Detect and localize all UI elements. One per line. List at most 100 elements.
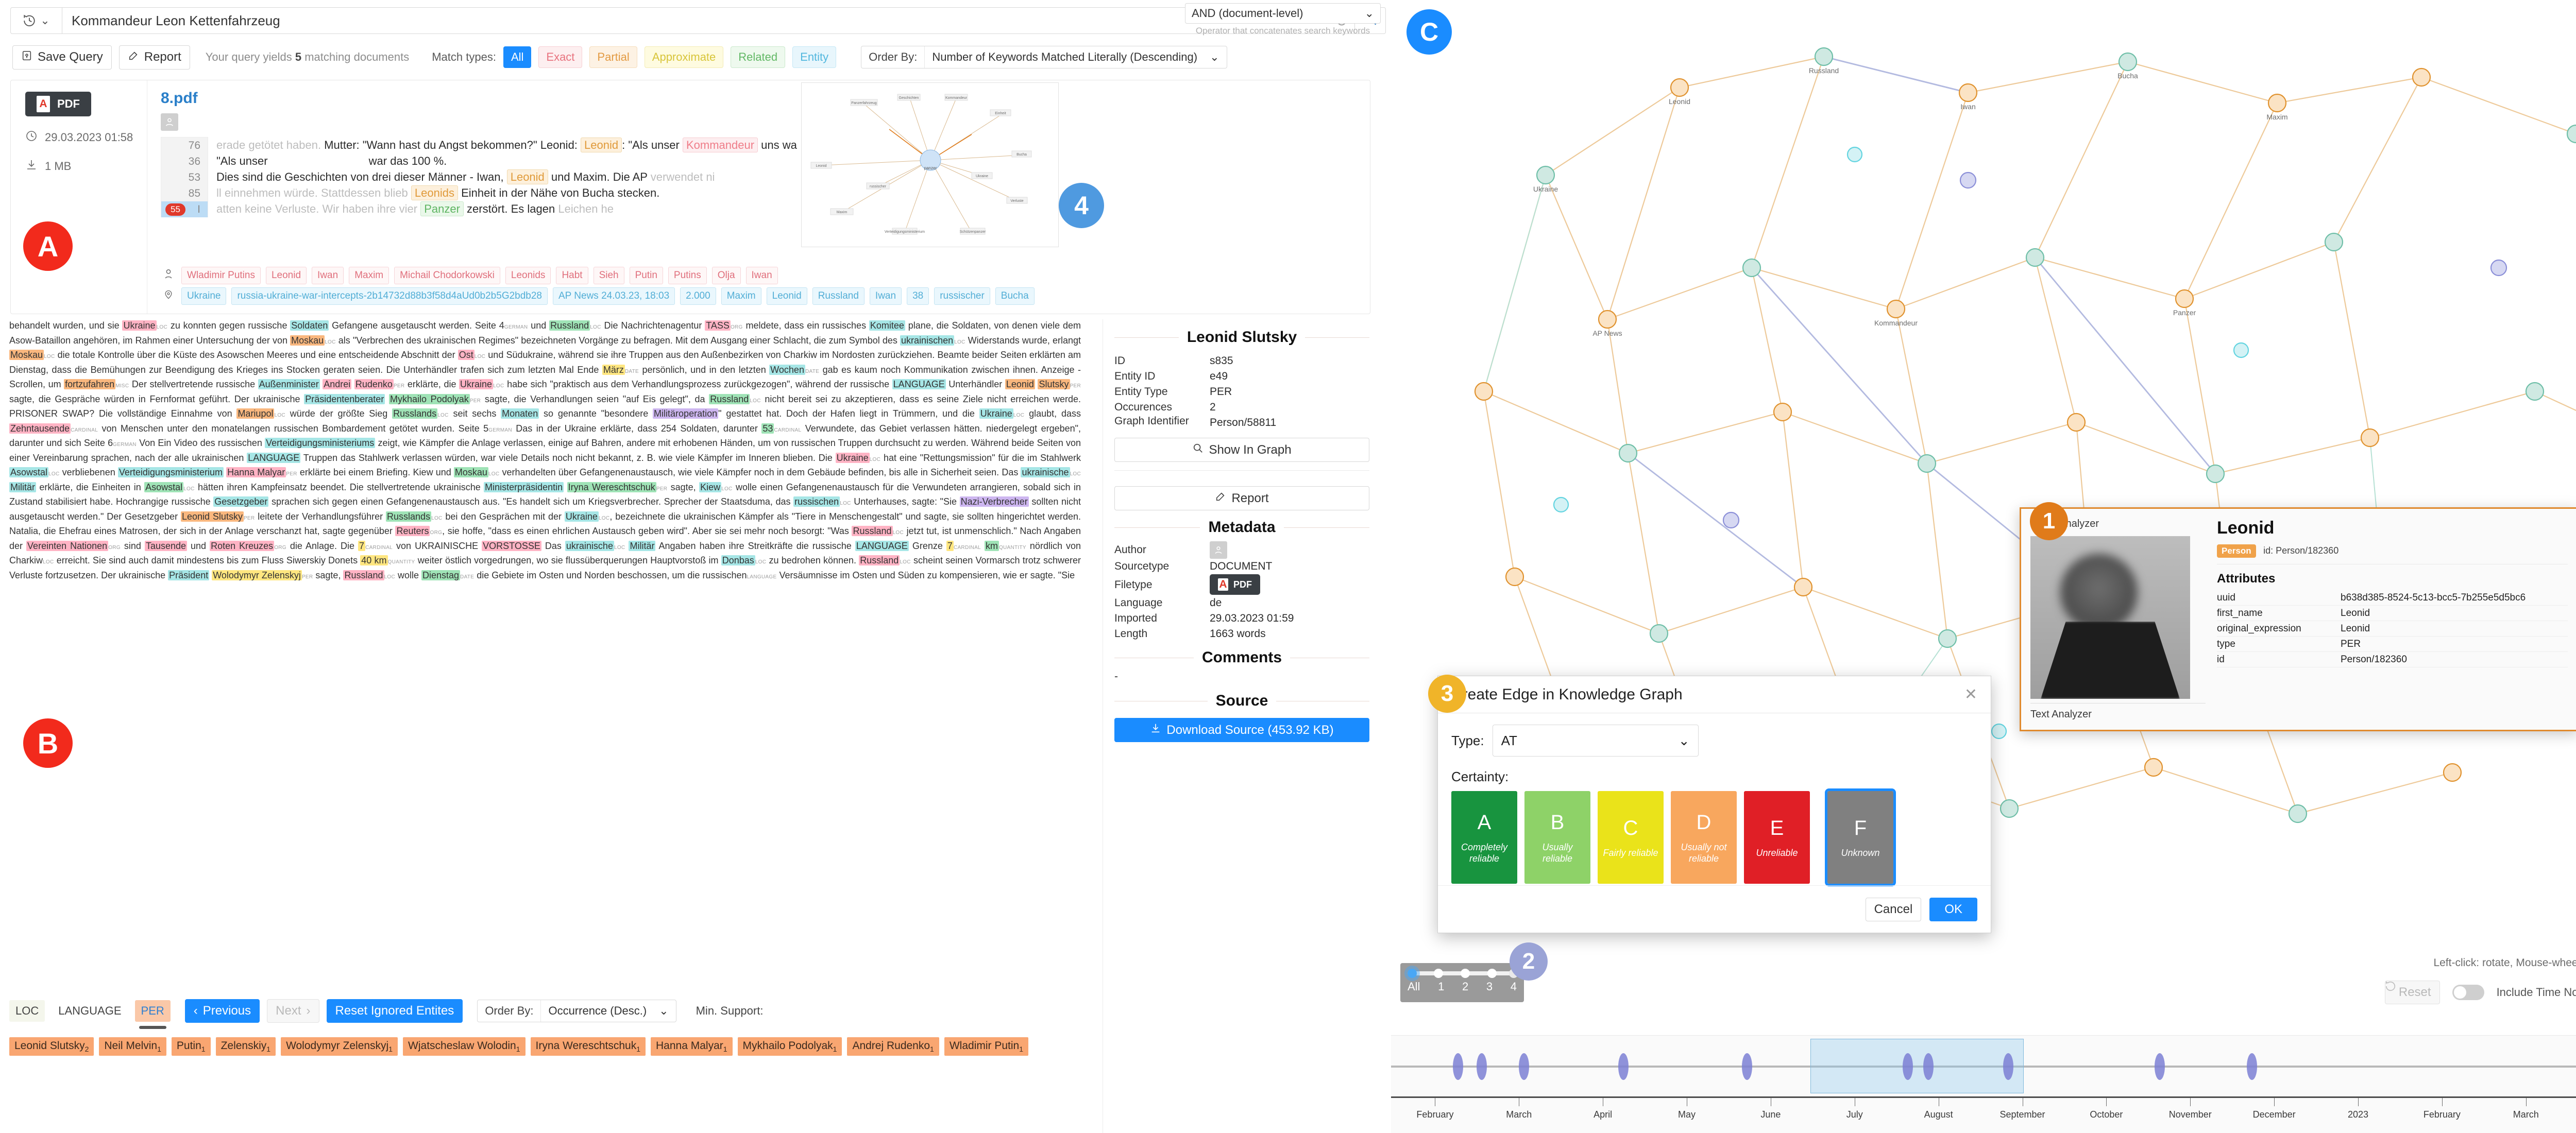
search-result-card[interactable]: PDF 29.03.2023 01:58 1 MB 8.pdf <box>10 80 1370 314</box>
location-tag[interactable]: 2.000 <box>680 287 716 305</box>
certainty-option-d[interactable]: D Usually not reliable <box>1671 791 1737 884</box>
timeline-event[interactable] <box>1923 1053 1934 1080</box>
include-time-nodes-toggle[interactable] <box>2452 985 2484 1000</box>
person-tag[interactable]: Iwan <box>745 267 778 284</box>
timeline-event[interactable] <box>1476 1053 1487 1080</box>
person-tag[interactable]: Putin <box>629 267 663 284</box>
location-tag[interactable]: Bucha <box>995 287 1035 305</box>
doc-level-select[interactable]: AND (document-level) ⌄ <box>1185 3 1381 24</box>
person-tag[interactable]: Leonids <box>505 267 551 284</box>
person-tag[interactable]: Habt <box>556 267 588 284</box>
line-number[interactable]: 76 <box>188 139 200 151</box>
match-type-exact[interactable]: Exact <box>538 46 583 68</box>
reset-ignored-button[interactable]: Reset Ignored Entites <box>326 999 463 1023</box>
match-type-partial[interactable]: Partial <box>589 46 637 68</box>
depth-handle-all[interactable] <box>1408 969 1417 978</box>
timeline-event[interactable] <box>2246 1053 2257 1080</box>
timeline-event[interactable] <box>1903 1053 1913 1080</box>
certainty-option-a[interactable]: A Completely reliable <box>1451 791 1517 884</box>
cancel-button[interactable]: Cancel <box>1865 897 1922 921</box>
show-in-graph-button[interactable]: Show In Graph <box>1114 438 1369 462</box>
line-number[interactable]: 36 <box>188 155 200 167</box>
timeline-event[interactable] <box>2154 1053 2165 1080</box>
certainty-option-f[interactable]: F Unknown <box>1825 788 1896 886</box>
certainty-option-e[interactable]: E Unreliable <box>1744 791 1810 884</box>
type-pill-per[interactable]: PER <box>134 1000 171 1029</box>
person-tag[interactable]: Iwan <box>312 267 344 284</box>
line-number[interactable]: 53 <box>188 171 200 183</box>
location-tag[interactable]: Iwan <box>869 287 902 305</box>
entity-pill[interactable]: Wjatscheslaw Wolodin1 <box>403 1037 526 1056</box>
location-tag[interactable]: 38 <box>907 287 929 305</box>
location-tag[interactable]: Russland <box>812 287 865 305</box>
timeline-event[interactable] <box>1453 1053 1464 1080</box>
ok-button[interactable]: OK <box>1929 897 1977 921</box>
person-tag[interactable]: Olja <box>711 267 741 284</box>
report-button[interactable]: Report <box>118 45 190 70</box>
reset-graph-button[interactable]: Reset <box>2384 981 2440 1004</box>
timeline-event[interactable] <box>1741 1053 1752 1080</box>
create-edge-modal[interactable]: Create Edge in Knowledge Graph ✕ Type: A… <box>1437 676 1991 933</box>
search-input-wrapper[interactable]: ⊗ <box>62 7 1355 34</box>
location-tag[interactable]: Ukraine <box>181 287 227 305</box>
depth-slider-track[interactable] <box>1408 969 1519 978</box>
timeline-selection[interactable] <box>1810 1039 2024 1093</box>
location-tag[interactable]: Maxim <box>721 287 761 305</box>
person-tag[interactable]: Sieh <box>593 267 624 284</box>
entity-report-button[interactable]: Report <box>1114 486 1369 510</box>
depth-label-4[interactable]: 4 <box>1510 980 1517 993</box>
depth-tick-3[interactable] <box>1487 969 1497 978</box>
edge-type-select[interactable]: AT ⌄ <box>1492 725 1699 757</box>
entity-pill[interactable]: Iryna Wereschtschuk1 <box>530 1037 646 1056</box>
entity-pill[interactable]: Andrej Rudenko1 <box>847 1037 939 1056</box>
certainty-option-b[interactable]: B Usually reliable <box>1524 791 1590 884</box>
entity-pill[interactable]: Neil Melvin1 <box>99 1037 166 1056</box>
timeline-event[interactable] <box>1618 1053 1629 1080</box>
person-tag[interactable]: Maxim <box>349 267 389 284</box>
graph-depth-slider[interactable]: All 1 2 3 4 <box>1400 963 1524 1002</box>
location-tag[interactable]: AP News 24.03.23, 18:03 <box>553 287 675 305</box>
type-pill-language[interactable]: LANGUAGE <box>52 1000 128 1022</box>
depth-label-1[interactable]: 1 <box>1438 980 1445 993</box>
line-number[interactable]: 85 <box>188 187 200 199</box>
entity-pill[interactable]: Hanna Malyar1 <box>651 1037 733 1056</box>
timeline-events-row[interactable] <box>1391 1036 2576 1096</box>
match-type-all[interactable]: All <box>503 46 532 68</box>
depth-tick-2[interactable] <box>1460 969 1470 978</box>
line-number-selected[interactable]: 55 I <box>161 201 208 217</box>
type-pill-loc[interactable]: LOC <box>9 1000 45 1022</box>
entity-pill[interactable]: Leonid Slutsky2 <box>9 1037 94 1056</box>
search-history-button[interactable]: ⌄ <box>10 7 62 34</box>
timeline-event[interactable] <box>2003 1053 2014 1080</box>
depth-label-2[interactable]: 2 <box>1462 980 1469 993</box>
result-filename[interactable]: 8.pdf <box>161 90 198 107</box>
match-type-entity[interactable]: Entity <box>792 46 837 68</box>
order-by-select[interactable]: Order By: Number of Keywords Matched Lit… <box>861 46 1227 68</box>
footer-order-by-select[interactable]: Order By: Occurrence (Desc.) ⌄ <box>477 1000 676 1022</box>
location-tag[interactable]: russischer <box>934 287 990 305</box>
close-icon[interactable]: ✕ <box>1964 686 1977 703</box>
timeline-panel[interactable]: February March April May June July Augus… <box>1391 1035 2576 1133</box>
search-input[interactable] <box>72 12 1329 29</box>
previous-button[interactable]: ‹ Previous <box>184 999 260 1023</box>
download-source-button[interactable]: Download Source (453.92 KB) <box>1114 718 1369 742</box>
entity-pill[interactable]: Wladimir Putin1 <box>944 1037 1029 1056</box>
depth-label-all[interactable]: All <box>1408 980 1420 993</box>
document-text-body[interactable]: behandelt wurden, und sie Ukraine LOC zu … <box>9 320 1081 580</box>
depth-tick-1[interactable] <box>1433 969 1443 978</box>
person-tag[interactable]: Leonid <box>265 267 307 284</box>
text-analyzer-tab[interactable]: Text Analyzer <box>2030 703 2206 720</box>
person-tag[interactable]: Michail Chodorkowski <box>394 267 500 284</box>
person-tag[interactable]: Putins <box>668 267 707 284</box>
next-button[interactable]: Next › <box>267 999 319 1023</box>
node-detail-card[interactable]: Video Analyzer Text Analyzer Leonid Pers… <box>2020 507 2576 731</box>
timeline-event[interactable] <box>1519 1053 1530 1080</box>
save-query-button[interactable]: Save Query <box>12 45 112 70</box>
entity-pill[interactable]: Mykhailo Podolyak1 <box>737 1037 842 1056</box>
match-type-approximate[interactable]: Approximate <box>644 46 724 68</box>
entity-pill[interactable]: Zelenskiy1 <box>215 1037 276 1056</box>
location-tag[interactable]: russia-ukraine-war-intercepts-2b14732d88… <box>231 287 548 305</box>
mini-graph-preview[interactable]: Panzerfahrzeug Geschichten Kommandeur Ei… <box>801 82 1059 247</box>
person-tag[interactable]: Wladimir Putins <box>181 267 261 284</box>
entity-pill[interactable]: Wolodymyr Zelenskyj1 <box>281 1037 398 1056</box>
